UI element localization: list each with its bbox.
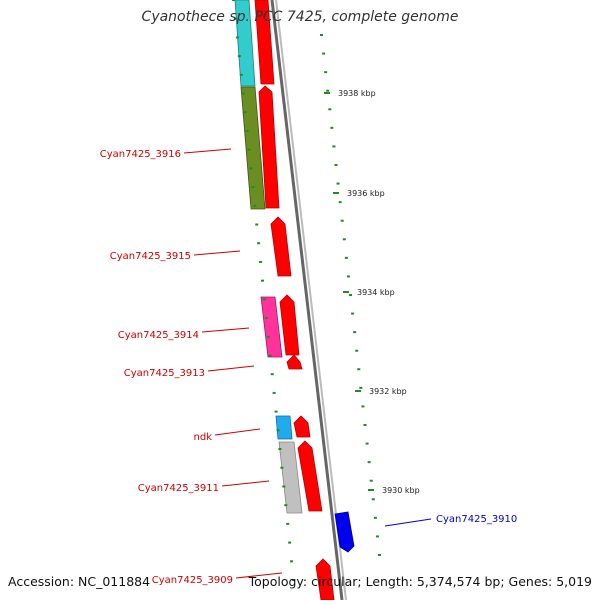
backbone-inner [275,0,347,601]
cds-block-gray[interactable] [278,441,303,514]
gene-leader-line [214,428,261,436]
topology-text: Topology: circular; Length: 5,374,574 bp… [248,574,592,589]
cds-arrow[interactable] [315,558,335,601]
accession-text: Accession: NC_011884 [8,574,151,589]
cds-arrow[interactable] [254,0,275,85]
kbp-label: 3932 kbp [369,387,407,396]
cds-arrow[interactable] [293,415,311,438]
gene-label[interactable]: Cyan7425_3913 [124,368,205,379]
cds-arrow[interactable] [270,216,292,277]
gene-leader-line [384,518,432,527]
gene-leader-line [235,572,283,579]
kbp-label: 3938 kbp [338,89,376,98]
cds-block-light-blue[interactable] [275,415,293,440]
cds-arrow[interactable] [286,354,303,370]
cds-arrow-minus-blue[interactable] [334,511,355,553]
gene-label[interactable]: Cyan7425_3915 [110,251,191,262]
label-leader-lines [183,148,432,579]
gene-leader-line [183,148,232,154]
gene-label[interactable]: Cyan7425_3916 [100,149,181,160]
tick-marks [232,0,381,581]
cds-block-olive[interactable] [240,86,266,210]
gene-leader-line [221,480,270,487]
gene-label[interactable]: Cyan7425_3914 [118,330,199,341]
cds-arrow[interactable] [258,85,280,209]
kbp-label: 3934 kbp [357,288,395,297]
cds-block-magenta[interactable] [260,296,283,358]
map-title: Cyanothece sp. PCC 7425, complete genome [141,9,459,25]
gene-label[interactable]: ndk [194,432,213,443]
backbone-outer [270,0,344,601]
cds-arrow[interactable] [279,294,300,356]
cds-arrow[interactable] [297,440,323,512]
gene-label[interactable]: Cyan7425_3910 [436,514,517,525]
gene-label[interactable]: Cyan7425_3909 [152,575,233,586]
kbp-label: 3930 kbp [382,486,420,495]
gene-leader-line [201,327,250,333]
gene-leader-line [193,250,241,256]
cds-block-cyan[interactable] [234,0,256,87]
kbp-label: 3936 kbp [347,189,385,198]
gene-leader-line [207,365,255,372]
gene-label[interactable]: Cyan7425_3911 [138,483,219,494]
